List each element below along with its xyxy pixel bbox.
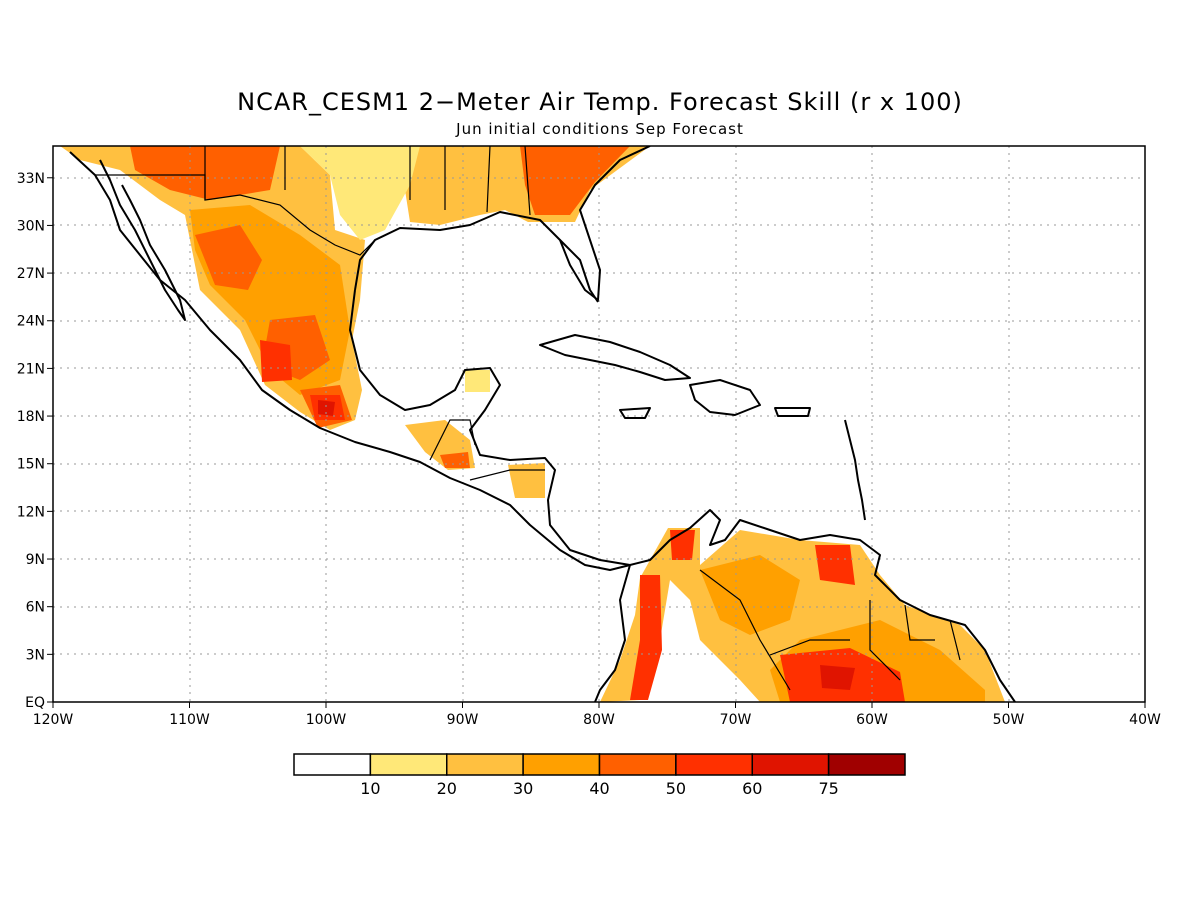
- coastline-baja: [99, 159, 186, 321]
- coastline-south-america-west: [594, 564, 631, 702]
- coastline-hispaniola: [689, 379, 761, 416]
- coastline-cuba: [539, 334, 691, 381]
- lon-tick-label: 60W: [856, 712, 888, 728]
- lat-tick-label: 12N: [17, 504, 45, 520]
- skill-region-mexico-peak: [318, 400, 335, 416]
- skill-region-yucatan: [465, 370, 490, 392]
- skill-region-south-america-peak: [820, 665, 855, 690]
- colorbar-label: 20: [437, 779, 457, 798]
- plot-area: [53, 146, 1145, 702]
- axis-ticks: 120W 110W 100W 90W 80W 70W 60W 50W 40W EQ 3N 6N 9N 12…: [17, 171, 1161, 728]
- colorbar-swatch: [446, 753, 524, 776]
- lon-tick-label: 120W: [33, 712, 74, 728]
- coastlines: [69, 146, 1016, 702]
- skill-region-south-america-high: [700, 555, 985, 702]
- grid-lines: [53, 146, 1145, 702]
- lat-tick-label: 9N: [26, 552, 45, 568]
- skill-region-mexico-high: [195, 225, 352, 428]
- border-south-america: [699, 569, 961, 691]
- map-subtitle: Jun initial conditions Sep Forecast: [455, 120, 744, 138]
- colorbar-swatch: [293, 753, 372, 776]
- coastline-gulf-mexico: [349, 289, 631, 566]
- colorbar-swatch: [522, 753, 601, 776]
- coastline-lesser-antilles: [844, 419, 866, 521]
- lon-tick-label: 90W: [447, 712, 479, 728]
- skill-region-mexico-max: [260, 340, 345, 420]
- lat-tick-label: 21N: [17, 361, 45, 377]
- colorbar-label: 30: [513, 779, 533, 798]
- map-title: NCAR_CESM1 2−Meter Air Temp. Forecast Sk…: [237, 88, 963, 116]
- colorbar: 10 20 30 40 50 60 75: [293, 753, 906, 798]
- colorbar-swatch: [751, 753, 830, 776]
- colorbar-label: 10: [360, 779, 380, 798]
- lon-tick-label: 70W: [720, 712, 752, 728]
- lat-tick-label: 24N: [17, 314, 45, 330]
- lat-tick-label: 33N: [17, 171, 45, 187]
- lon-tick-label: 100W: [306, 712, 347, 728]
- lat-tick-label: 27N: [17, 266, 45, 282]
- lat-tick-label: 6N: [26, 600, 45, 616]
- colorbar-label: 75: [818, 779, 838, 798]
- lat-tick-label: 3N: [26, 647, 45, 663]
- lat-tick-label: EQ: [25, 695, 45, 711]
- colorbar-swatch: [369, 753, 448, 776]
- colorbar-label: 40: [589, 779, 609, 798]
- coastline-jamaica: [619, 407, 651, 419]
- skill-region-south-america-max: [630, 530, 905, 702]
- lon-tick-label: 40W: [1129, 712, 1161, 728]
- coastline-pacific: [69, 151, 631, 571]
- skill-region-us-southeast-high: [520, 146, 630, 215]
- lat-tick-label: 30N: [17, 218, 45, 234]
- lon-tick-label: 80W: [583, 712, 615, 728]
- colorbar-swatch: [827, 753, 906, 776]
- skill-shading: [60, 146, 1005, 702]
- lat-tick-label: 18N: [17, 409, 45, 425]
- coastline-puerto-rico: [774, 407, 811, 417]
- border-us-states: [204, 146, 531, 216]
- lat-tick-label: 15N: [17, 457, 45, 473]
- colorbar-swatch: [675, 753, 753, 776]
- coastline-florida: [559, 239, 599, 303]
- colorbar-label: 50: [666, 779, 686, 798]
- lon-tick-label: 50W: [993, 712, 1025, 728]
- political-borders: [95, 146, 961, 691]
- skill-region-central-america-3: [508, 463, 545, 498]
- colorbar-swatch: [598, 753, 677, 776]
- lon-tick-label: 110W: [169, 712, 210, 728]
- colorbar-label: 60: [742, 779, 762, 798]
- skill-region-texas-light: [300, 146, 420, 240]
- border-central-america: [429, 419, 545, 481]
- coastline-south-america: [629, 509, 1016, 702]
- coastline-gulf: [354, 146, 651, 301]
